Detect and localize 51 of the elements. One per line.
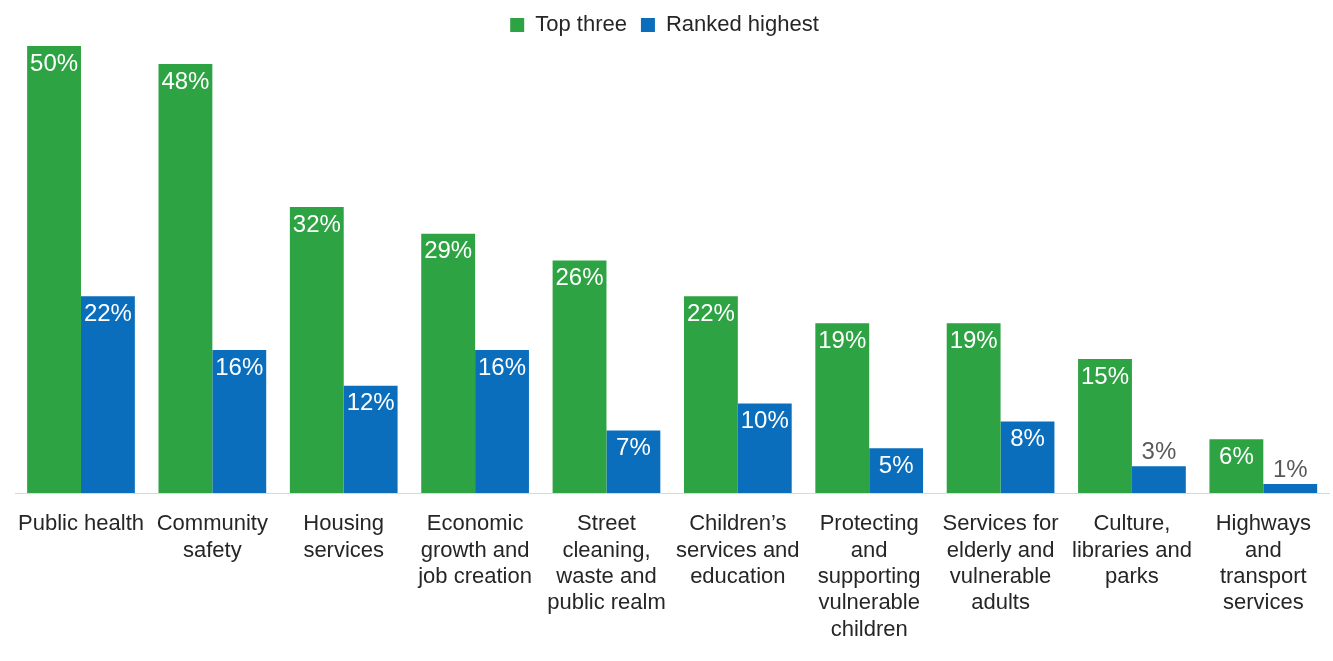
data-label: 50% <box>30 48 79 76</box>
bar <box>1000 421 1055 493</box>
legend-label: Top three <box>535 11 627 37</box>
bar <box>1209 439 1264 493</box>
bar <box>946 323 1001 493</box>
bar <box>289 206 344 493</box>
x-tick-label: Housing services <box>303 510 385 562</box>
data-label: 19% <box>818 325 867 353</box>
data-label: 32% <box>292 209 341 237</box>
bar <box>683 296 738 493</box>
bar <box>1131 466 1186 493</box>
bar <box>212 349 267 493</box>
x-tick-label: Street cleaning, waste and public realm <box>547 510 666 615</box>
data-label: 7% <box>616 433 651 461</box>
x-tick-label: Services for elderly and vulnerable adults <box>942 510 1059 615</box>
data-label: 5% <box>878 450 914 478</box>
x-tick-label: Culture, libraries and parks <box>1072 510 1192 589</box>
bar <box>158 63 213 493</box>
data-label: 12% <box>346 388 395 416</box>
bar <box>343 385 398 493</box>
x-tick-label: Community safety <box>156 510 268 562</box>
bar <box>606 430 661 493</box>
data-label: 1% <box>1272 454 1308 482</box>
x-tick-label: Public health <box>17 510 144 536</box>
data-label: 15% <box>1080 361 1130 389</box>
x-tick-label: Children’s services and education <box>676 510 800 589</box>
data-label: 6% <box>1219 441 1254 469</box>
x-tick-label: Highways and transport services <box>1215 510 1311 615</box>
data-label: 16% <box>478 352 527 380</box>
data-label: 26% <box>555 263 604 291</box>
bar <box>737 403 792 493</box>
data-label: 16% <box>215 352 264 380</box>
bar <box>815 323 870 493</box>
bar <box>421 233 476 493</box>
bar <box>475 349 529 493</box>
bar <box>1263 484 1318 493</box>
bar <box>1078 358 1132 493</box>
legend-label: Ranked highest <box>665 11 819 37</box>
data-label: 22% <box>686 298 735 326</box>
data-label: 48% <box>161 66 210 94</box>
bar <box>552 260 607 493</box>
bar <box>80 296 135 493</box>
data-label: 10% <box>740 406 789 434</box>
x-tick-label: Protecting and supporting vulnerable children <box>817 510 921 641</box>
bar <box>27 46 81 493</box>
data-label: 19% <box>949 325 998 353</box>
x-tick-label: Economic growth and job creation <box>417 510 532 589</box>
data-label: 29% <box>424 236 473 264</box>
data-label: 22% <box>83 298 132 326</box>
data-label: 8% <box>1010 424 1045 452</box>
data-label: 3% <box>1141 436 1177 464</box>
